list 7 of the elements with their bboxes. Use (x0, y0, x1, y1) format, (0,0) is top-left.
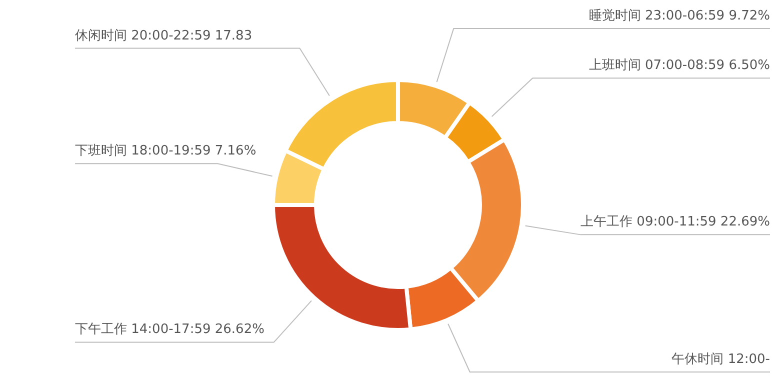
slice-label: 睡觉时间 23:00-06:59 9.72% (588, 8, 770, 24)
slice-label: 上午工作 09:00-11:59 22.69% (580, 214, 770, 230)
slice-label: 休闲时间 20:00-22:59 17.83 (75, 28, 252, 44)
slice-label: 午休时间 12:00- (672, 352, 770, 367)
slice-label: 下午工作 14:00-17:59 26.62% (75, 322, 264, 338)
slice-label: 上班时间 07:00-08:59 6.50% (588, 58, 770, 74)
slice-label: 下班时间 18:00-19:59 7.16% (75, 144, 256, 159)
